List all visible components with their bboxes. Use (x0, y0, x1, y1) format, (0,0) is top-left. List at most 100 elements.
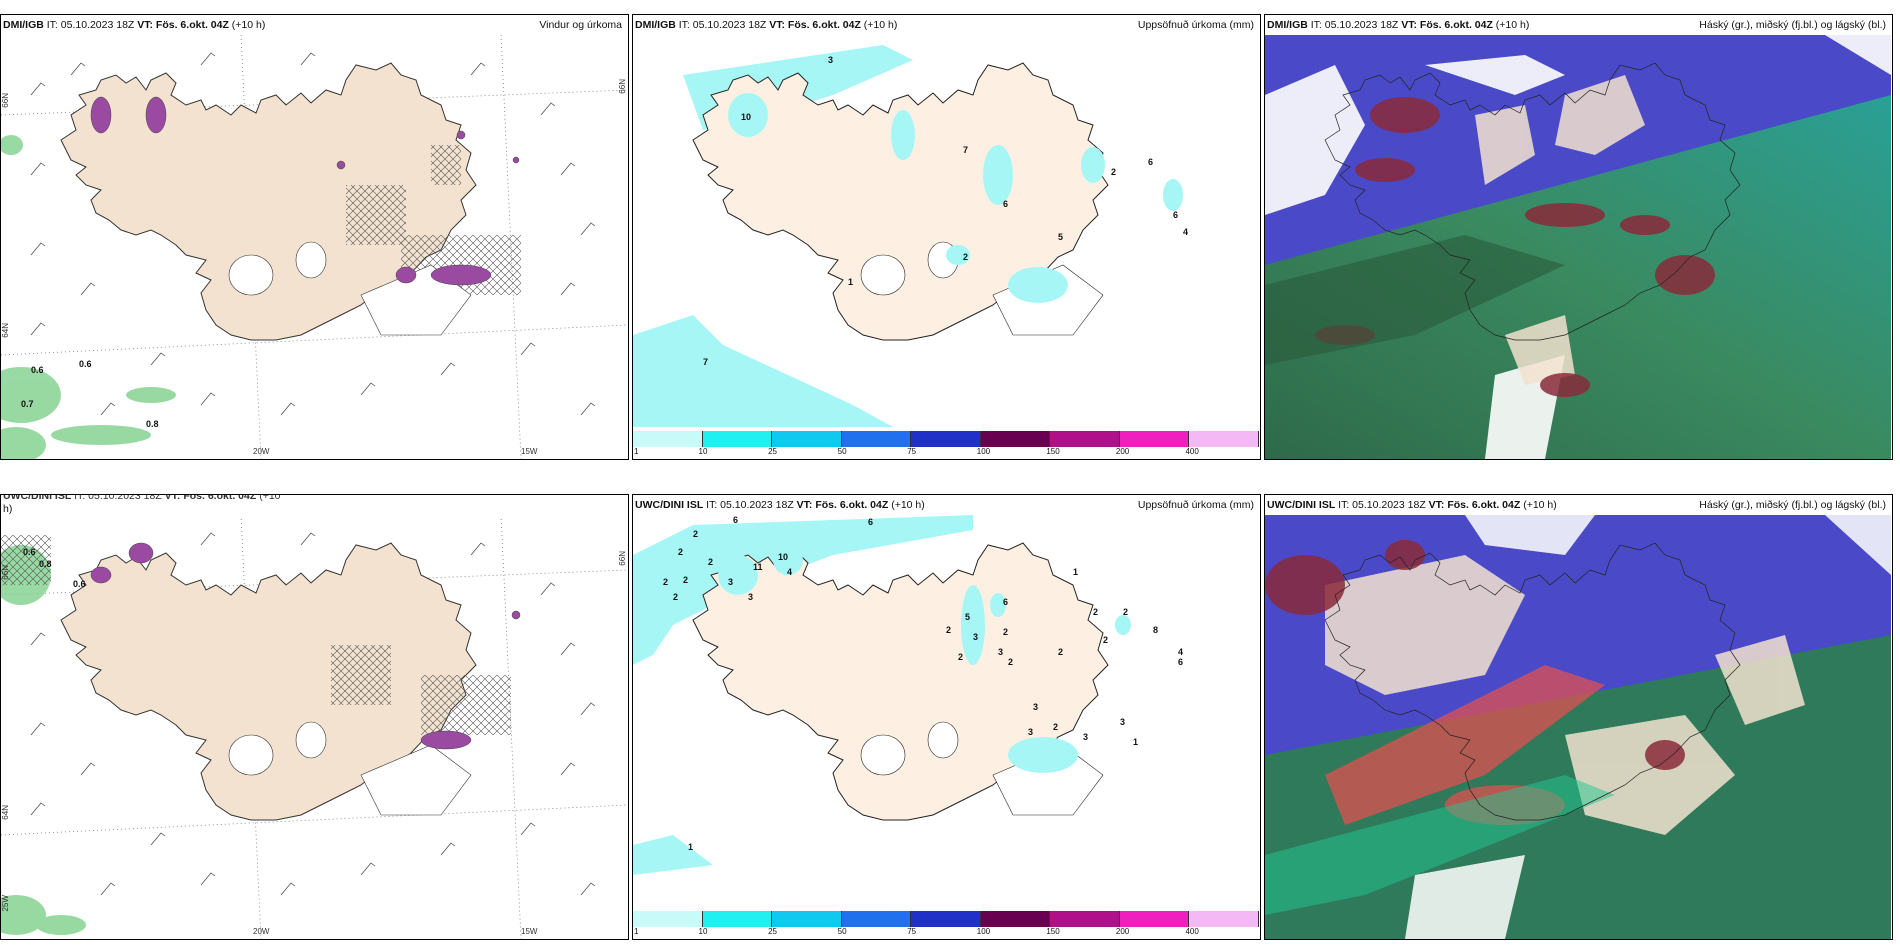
init-time: IT: 05.10.2023 18Z (46, 19, 135, 31)
precip-value: 1 (688, 842, 693, 852)
colorbar-swatch (633, 431, 703, 447)
wind-barbs (30, 52, 596, 416)
precip-value: 6 (868, 517, 873, 527)
cloud-map (1265, 35, 1891, 459)
lat-label: 25W (1, 895, 10, 912)
green-precip-areas (1, 135, 176, 459)
lat-label: 66N (618, 79, 627, 94)
white-holes (228, 721, 472, 816)
precip-value: 5 (1058, 232, 1063, 242)
panel-header: DMI/IGB IT: 05.10.2023 18Z VT: Fös. 6.ok… (1265, 15, 1892, 35)
colorbar-swatch (1189, 431, 1259, 447)
colorbar-tick: 200 (1115, 927, 1130, 936)
precip-value: 2 (1053, 722, 1058, 732)
colorbar-tick: 150 (1046, 927, 1060, 936)
precip-value: 2 (958, 652, 963, 662)
colorbar-tick: 200 (1115, 447, 1130, 456)
colorbar-tick: 50 (837, 447, 847, 456)
colorbar-swatch (911, 911, 981, 927)
colorbar-tick: 100 (976, 447, 991, 456)
white-holes (860, 721, 1104, 816)
colorbar-tick: 100 (976, 927, 991, 936)
colorbar-tick: 25 (768, 447, 778, 456)
precip-value: 6 (1178, 657, 1183, 667)
lead-time: (+10 h) (891, 499, 925, 511)
wind-value: 0.6 (79, 359, 92, 369)
precip-value: 2 (1058, 647, 1063, 657)
panel-header: UWC/DINI ISL IT: 05.10.2023 18Z VT: Fös.… (633, 495, 1260, 515)
precip-value: 3 (1033, 702, 1038, 712)
colorbar-swatch (1050, 911, 1120, 927)
precip-value: 4 (1183, 227, 1188, 237)
precip-value: 2 (708, 557, 713, 567)
precip-value: 11 (753, 562, 763, 572)
colorbar-tick: 10 (698, 447, 708, 456)
precip-value: 3 (1083, 732, 1088, 742)
wind-precip-map: 0.6 0.8 0.6 (1, 515, 627, 939)
panel-title: Uppsöfnuð úrkoma (mm) (1137, 499, 1254, 511)
valid-time: VT: Fös. 6.okt. 04Z (164, 494, 257, 502)
colorbar-swatch (1119, 911, 1190, 927)
lon-label: 20W (253, 927, 270, 936)
precip-value: 5 (965, 612, 970, 622)
valid-time: VT: Fös. 6.okt. 04Z (796, 499, 889, 511)
precip-value: 2 (683, 575, 688, 585)
colorbar-tick: 400 (1185, 447, 1199, 456)
init-time: IT: 05.10.2023 18Z (678, 19, 767, 31)
colorbar-swatch (702, 431, 773, 447)
panel-accum-precip-dmi: DMI/IGB IT: 05.10.2023 18Z VT: Fös. 6.ok… (632, 14, 1261, 460)
cloud-map (1265, 515, 1891, 939)
wind-barbs (30, 532, 596, 896)
colorbar-swatch (841, 911, 912, 927)
colorbar-swatch (772, 431, 842, 447)
panel-title: Uppsöfnuð úrkoma (mm) (1137, 19, 1254, 31)
panel-title: Háský (gr.), miðský (fj.bl.) og lágský (… (1699, 19, 1886, 31)
precip-value: 2 (963, 252, 968, 262)
precip-value: 10 (741, 112, 751, 122)
colorbar-swatch (980, 431, 1051, 447)
init-time: IT: 05.10.2023 18Z (74, 494, 162, 502)
colorbar-swatch (702, 911, 773, 927)
precip-value: 6 (1003, 199, 1008, 209)
colorbar-swatch (633, 911, 703, 927)
colorbar-swatch (1119, 431, 1190, 447)
high-cloud-red (1265, 540, 1685, 770)
precip-value: 1 (1133, 737, 1138, 747)
colorbar-tick: 25 (768, 927, 778, 936)
colorbar-swatch (772, 911, 842, 927)
colorbar-tick: 75 (907, 927, 917, 936)
precip-value: 2 (1093, 607, 1098, 617)
lon-label: 20W (253, 447, 270, 456)
colorbar-tick: 75 (907, 447, 917, 456)
precip-value: 2 (673, 592, 678, 602)
colorbar-tick: 10 (698, 927, 708, 936)
lat-label: 66N (1, 565, 10, 580)
precip-value: 2 (693, 529, 698, 539)
init-time: IT: 05.10.2023 18Z (1310, 19, 1399, 31)
precip-patches (728, 93, 1183, 303)
precip-blobs (90, 96, 520, 286)
valid-time: VT: Fös. 6.okt. 04Z (1428, 499, 1521, 511)
lead-time: (+10 (259, 494, 281, 502)
hatched-areas (1, 535, 511, 735)
panel-wind-precip-uwc: UWC/DINI ISL IT: 05.10.2023 18Z VT: Fös.… (0, 494, 629, 940)
precip-value: 2 (1003, 627, 1008, 637)
precip-value: 1 (848, 277, 853, 287)
panel-wind-precip-dmi: DMI/IGB IT: 05.10.2023 18Z VT: Fös. 6.ok… (0, 14, 629, 460)
panel-cloud-uwc: UWC/DINI ISL IT: 05.10.2023 18Z VT: Fös.… (1264, 494, 1893, 940)
model-source: UWC/DINI ISL (3, 494, 72, 502)
precip-value: 3 (998, 647, 1003, 657)
precip-value: 4 (787, 567, 792, 577)
model-source: DMI/IGB (635, 19, 676, 31)
panel-header: UWC/DINI ISL IT: 05.10.2023 18Z VT: Fös.… (1, 495, 628, 519)
panel-header: DMI/IGB IT: 05.10.2023 18Z VT: Fös. 6.ok… (1, 15, 628, 35)
lat-label: 66N (618, 551, 627, 566)
lon-label: 15W (521, 927, 538, 936)
wind-value: 0.6 (23, 547, 36, 557)
precip-value: 3 (1120, 717, 1125, 727)
precip-value: 3 (973, 632, 978, 642)
wind-value: 0.8 (39, 559, 52, 569)
colorbar-tick: 150 (1046, 447, 1060, 456)
precip-value: 4 (1178, 647, 1183, 657)
green-precip-areas (1, 545, 86, 935)
